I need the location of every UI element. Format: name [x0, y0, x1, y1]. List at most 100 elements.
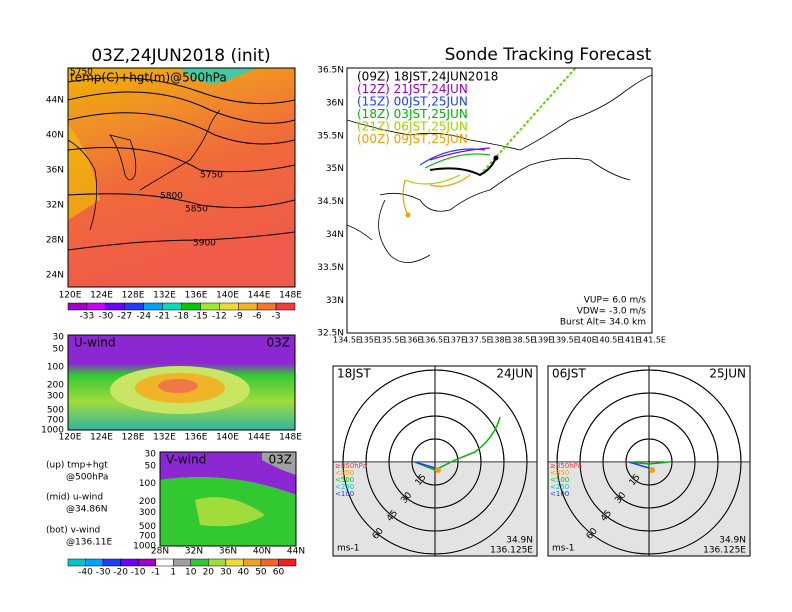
contour-label: 5750 [70, 68, 93, 78]
colorbar-swatch [124, 302, 144, 311]
hodo-time: 06JST [552, 367, 586, 381]
hodo-trace [414, 416, 501, 471]
level-key: <500 [550, 476, 569, 484]
lon-label: 138E [489, 336, 509, 345]
hodo-point [649, 467, 655, 473]
level-key: ≥850hPa [335, 462, 367, 470]
note: @500hPa [66, 473, 108, 483]
lat-label: 33.5N [317, 263, 344, 273]
colorbar-label: -18 [174, 312, 189, 322]
unit-label: ms-1 [337, 544, 359, 554]
panel-time: 03Z [267, 336, 291, 350]
lon-label: 144E [248, 433, 271, 443]
lat-label: 24N [46, 271, 64, 281]
lon-label: 136E [185, 291, 208, 301]
colorbar-swatch [120, 558, 139, 567]
hodo-lat: 34.9N [719, 536, 746, 546]
colorbar-swatch [256, 302, 277, 311]
lon-label: 144E [248, 291, 271, 301]
lon-label: 141E [620, 336, 640, 345]
level-label: 300 [47, 392, 64, 402]
lat-label: 44N [287, 547, 305, 557]
lon-label: 139E [533, 336, 553, 345]
level-key: <100 [335, 490, 354, 498]
lon-label: 139.5E [551, 336, 579, 345]
lat-label: 35.5N [317, 131, 344, 141]
colorbar-swatch [155, 558, 174, 567]
colorbar-swatch [143, 302, 163, 311]
hodo-trace [628, 461, 670, 465]
note: (mid) u-wind [46, 493, 103, 503]
hodo-lon: 136.125E [703, 546, 746, 556]
hodo-point [435, 467, 441, 473]
hodo-trace [414, 461, 436, 469]
lon-label: 137.5E [464, 336, 492, 345]
level-label: 100 [139, 479, 156, 489]
colorbar-label: 30 [220, 568, 232, 578]
contour-label: 5750 [200, 171, 223, 181]
lat-label: 34.5N [317, 197, 344, 207]
lon-label: 124E [90, 433, 113, 443]
note: @34.86N [66, 505, 108, 515]
colorbar-label: 60 [273, 568, 285, 578]
colorbar-label: -3 [272, 312, 281, 322]
level-key: <100 [550, 490, 569, 498]
colorbar-label: 40 [238, 568, 250, 578]
level-key: <850 [550, 469, 569, 477]
lat-label: 32.5N [317, 329, 344, 339]
note: (bot) v-wind [46, 526, 100, 536]
lat-label: 40N [253, 547, 271, 557]
colorbar-label: 1 [170, 568, 176, 578]
level-label: 50 [53, 345, 65, 355]
colorbar-label: -24 [136, 312, 151, 322]
lon-label: 135E [359, 336, 379, 345]
level-label: 100 [47, 363, 64, 373]
level-key: <850 [335, 469, 354, 477]
level-key: <250 [550, 483, 569, 491]
contour-label: 5800 [160, 192, 183, 202]
lon-label: 138.5E [507, 336, 535, 345]
lat-label: 32N [46, 201, 64, 211]
hodo-date: 24JUN [496, 367, 533, 381]
colorbar-swatch [67, 558, 86, 567]
lon-label: 120E [59, 291, 82, 301]
lon-label: 134.5E [333, 336, 361, 345]
lat-label: 36N [326, 98, 344, 108]
level-label: 50 [145, 461, 157, 471]
lon-label: 135.5E [377, 336, 405, 345]
lon-label: 128E [122, 291, 145, 301]
colorbar-label: -9 [234, 312, 243, 322]
legend-entry: (15Z) 00JST,25JUN [357, 95, 468, 109]
colorbar-swatch [208, 558, 227, 567]
level-key: <500 [335, 476, 354, 484]
colorbar-label: 20 [203, 568, 215, 578]
level-key: <250 [335, 483, 354, 491]
panel-title: Sonde Tracking Forecast [445, 45, 652, 65]
level-label: 1000 [133, 542, 156, 552]
colorbar-swatch [181, 302, 201, 311]
level-label: 700 [139, 532, 156, 542]
colorbar-label: -40 [78, 568, 93, 578]
lon-label: 128E [122, 433, 145, 443]
colorbar-swatch [162, 302, 182, 311]
legend-entry: (21Z) 06JST,25JUN [357, 120, 468, 134]
note: @136.11E [66, 538, 112, 548]
colorbar-label: -1 [151, 568, 160, 578]
lat-label: 40N [46, 131, 64, 141]
tracking-map [346, 67, 653, 334]
level-label: 500 [47, 406, 64, 416]
lat-label: 36N [46, 166, 64, 176]
lon-label: 136E [402, 336, 422, 345]
colorbar-swatch [225, 558, 244, 567]
legend-entry: (12Z) 21JST,24JUN [357, 82, 468, 96]
colorbar-label: -15 [193, 312, 208, 322]
level-label: 30 [145, 450, 157, 460]
lat-label: 36N [219, 547, 237, 557]
lon-label: 148E [279, 433, 302, 443]
hodo-trace [628, 461, 650, 469]
level-label: 200 [47, 381, 64, 391]
colorbar-label: -30 [98, 312, 113, 322]
lat-label: 35N [326, 164, 344, 174]
hodo-lon: 136.125E [490, 546, 533, 556]
